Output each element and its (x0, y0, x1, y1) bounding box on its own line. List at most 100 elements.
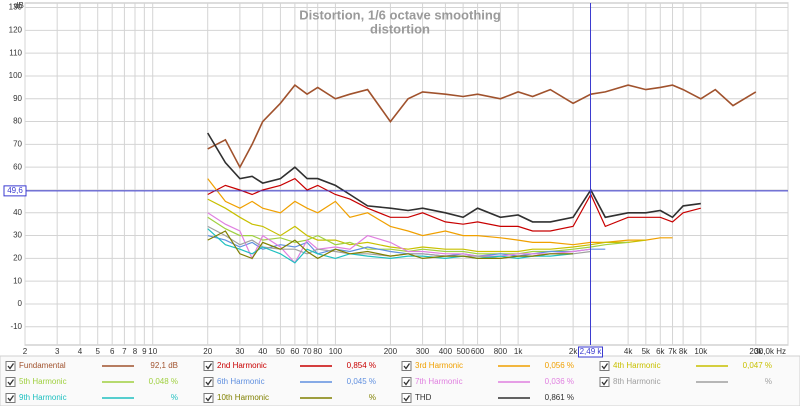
x-tick-label: 800 (494, 347, 508, 356)
trace (207, 228, 574, 264)
legend-readout: % (171, 393, 178, 402)
y-tick-label: 120 (9, 25, 23, 34)
x-tick-label: 500 (456, 347, 470, 356)
y-tick-label: 0 (18, 299, 23, 308)
legend-name: 8th Harmonic (613, 377, 661, 386)
y-tick-label: 80 (13, 117, 22, 126)
x-tick-label: 60 (290, 347, 299, 356)
checkmark (7, 363, 15, 370)
legend-checkbox[interactable] (599, 361, 610, 371)
legend-name: 2nd Harmonic (217, 361, 267, 370)
trace (207, 132, 701, 223)
trace (207, 178, 673, 246)
chart-subtitle: distortion (370, 21, 430, 36)
cursor-x-box (578, 346, 604, 358)
checkmark (205, 363, 213, 370)
legend-readout: 92,1 dB (150, 361, 178, 370)
y-tick-label: 10 (13, 276, 22, 285)
traces (207, 83, 757, 264)
checkmark (205, 395, 213, 402)
trace (207, 230, 574, 260)
plot-area (24, 2, 789, 346)
x-tick-label: 300 (416, 347, 430, 356)
legend-name: 10th Harmonic (217, 393, 269, 402)
x-tick-label: 600 (471, 347, 485, 356)
legend-checkbox[interactable] (599, 377, 610, 387)
legend-entry: 10th Harmonic% (203, 393, 376, 403)
legend-name: 7th Harmonic (415, 377, 463, 386)
legend-readout: 0,036 % (545, 377, 574, 386)
legend-entry: 2nd Harmonic 0,854 % (203, 361, 376, 371)
y-tick-label: 40 (13, 208, 22, 217)
x-tick-label: 8 (133, 347, 138, 356)
legend-checkbox[interactable] (203, 361, 214, 371)
y-tick-label: 100 (9, 71, 23, 80)
x-tick-label: 7 (122, 347, 127, 356)
legend-checkbox[interactable] (203, 377, 214, 387)
x-tick-label: 4 (78, 347, 83, 356)
legend-entry: 4th Harmonic 0,047 % (599, 361, 772, 371)
legend-entry: 6th Harmonic 0,045 % (203, 377, 376, 387)
legend-entry: 3rd Harmonic 0,056 % (401, 361, 574, 371)
legend-name: Fundamental (19, 361, 66, 370)
legend-readout: % (765, 377, 772, 386)
checkmark (601, 379, 609, 386)
x-tick-label: 10 (148, 347, 157, 356)
x-tick-label: 1k (514, 347, 523, 356)
y-tick-label: 70 (13, 139, 22, 148)
legend-name: 4th Harmonic (613, 361, 661, 370)
legend-readout: 0,047 % (743, 361, 772, 370)
x-tick-label: 200 (384, 347, 398, 356)
checkmark (601, 363, 609, 370)
legend-name: 6th Harmonic (217, 377, 265, 386)
legend-checkbox[interactable] (401, 393, 412, 403)
legend-entry: THD 0,861 % (401, 393, 574, 403)
legend-readout: 0,861 % (545, 393, 574, 402)
trace (207, 83, 757, 169)
x-tick-label: 8k (679, 347, 688, 356)
checkmark (403, 363, 411, 370)
chart-title: Distortion, 1/6 octave smoothing (299, 7, 501, 22)
legend-checkbox[interactable] (401, 361, 412, 371)
x-tick-label: 30 (235, 347, 244, 356)
legend-checkbox[interactable] (203, 393, 214, 403)
legend-entry: 9th Harmonic% (5, 393, 178, 403)
checkmark (7, 395, 15, 402)
y-tick-label: 110 (9, 48, 22, 57)
legend-checkbox[interactable] (5, 393, 16, 403)
x-tick-label: 2 (23, 347, 28, 356)
legend-readout: 0,045 % (347, 377, 376, 386)
legend-readout: 0,854 % (347, 361, 376, 370)
trace (207, 212, 591, 264)
checkmark (403, 379, 411, 386)
y-tick-label: 20 (13, 253, 22, 262)
cursor-y-box (3, 185, 27, 197)
x-tick-label: 3 (55, 347, 60, 356)
x-tick-label: 5 (95, 347, 100, 356)
x-tick-label: 400 (439, 347, 453, 356)
x-tick-label: 5k (642, 347, 651, 356)
y-tick-label: 90 (13, 94, 22, 103)
x-tick-label: 20 (203, 347, 212, 356)
x-tick-label: 9 (142, 347, 147, 356)
y-tick-label: -10 (10, 322, 22, 331)
cursor-y-label: 49,6 (7, 186, 23, 195)
legend-checkbox[interactable] (5, 361, 16, 371)
y-tick-label: 30 (13, 231, 22, 240)
y-tick-label: 130 (9, 3, 23, 12)
x-tick-label: 80 (313, 347, 322, 356)
legend-entry: Fundamental 92,1 dB (5, 361, 178, 371)
x-tick-label: 30,0k Hz (754, 347, 786, 356)
checkmark (205, 379, 213, 386)
trace (207, 198, 646, 253)
y-unit: dB (14, 1, 24, 10)
legend-entry: 5th Harmonic 0,048 % (5, 377, 178, 387)
legend-readout: 0,048 % (149, 377, 178, 386)
legend-checkbox[interactable] (401, 377, 412, 387)
legend-checkbox[interactable] (5, 377, 16, 387)
grid (24, 2, 789, 346)
x-tick-label: 4k (624, 347, 633, 356)
x-tick-label: 7k (668, 347, 677, 356)
